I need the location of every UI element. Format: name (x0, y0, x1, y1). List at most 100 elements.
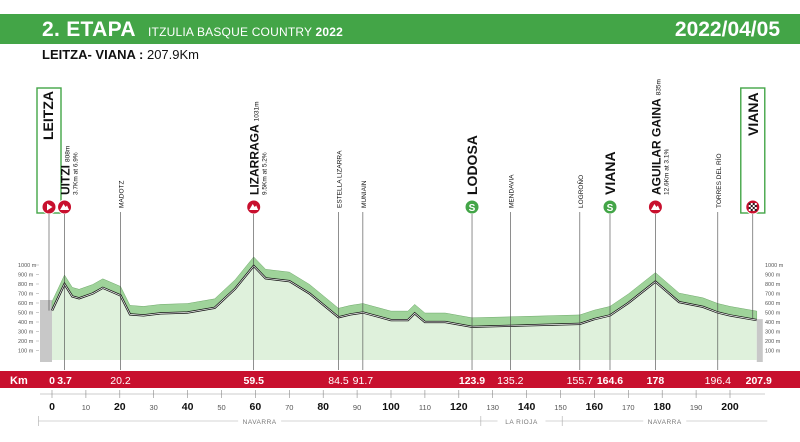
race-title: ITZULIA BASQUE COUNTRY (148, 25, 312, 39)
race-year: 2022 (315, 25, 344, 39)
x-tick-label: 120 (450, 401, 468, 413)
checker-cell (750, 205, 753, 207)
start-km-label: 0 (49, 375, 55, 387)
elevation-tick-right: 100 m (765, 349, 781, 355)
play-glyph (47, 203, 53, 211)
km-bar-label: Km (10, 375, 28, 387)
stage-date: 2022/04/05 (674, 18, 780, 41)
elevation-tick-right: 800 m (765, 282, 781, 288)
x-tick-label: 100 (382, 401, 400, 413)
x-tick-label: 30 (150, 403, 158, 412)
x-tick-label: 190 (690, 403, 703, 412)
elevation-tick-left: 900 m (18, 273, 34, 279)
profile-line-highlight (51, 265, 757, 328)
waypoint-name: AGUILAR GAINA (649, 98, 663, 195)
elevation-tick-right: 300 m (765, 330, 781, 336)
finish-km-label: 207.9 (746, 375, 772, 387)
waypoint-km-label: 3.7 (57, 375, 72, 387)
x-tick-label: 0 (49, 401, 55, 413)
waypoint-name: MENDAVIA (508, 174, 515, 208)
finish-grey-bar (756, 319, 763, 362)
checker-cell (752, 205, 755, 207)
climb-altitude: 808m (65, 146, 72, 162)
waypoint-name: ESTELLA LIZARRA (336, 150, 343, 208)
elevation-tick-left: 500 m (18, 311, 34, 317)
waypoint-km-label: 178 (647, 375, 665, 387)
waypoint-km-label: 84.5 (328, 375, 349, 387)
region-label-bg (497, 416, 546, 426)
x-tick-label: 70 (285, 403, 293, 412)
waypoint-name: VIANA (602, 151, 618, 195)
elevation-tick-left: 200 m (18, 339, 34, 345)
start-frame (36, 87, 62, 214)
region-label-bg (238, 416, 282, 426)
elevation-tick-left: 1000 m (18, 263, 37, 269)
waypoint-name: TORRES DEL RÍO (714, 153, 723, 208)
elevation-tick-right: 500 m (765, 311, 781, 317)
x-tick-label: 90 (353, 403, 361, 412)
elevation-tick-left: 700 m (18, 292, 34, 298)
checker-cell (750, 207, 753, 209)
x-tick-label: 160 (586, 401, 604, 413)
start-name: LEITZA (40, 91, 56, 140)
waypoint-km-label: 196.4 (705, 375, 731, 387)
elevation-tick-left: 300 m (18, 330, 34, 336)
checker-cell (748, 209, 751, 211)
climb-gradient: 12.6Km at 3.1% (663, 149, 670, 195)
elevation-tick-left: 400 m (18, 320, 34, 326)
waypoint-km-label: 59.5 (243, 375, 264, 387)
checker-cell (754, 203, 757, 205)
x-tick-label: 20 (114, 401, 126, 413)
race-name: ITZULIA BASQUE COUNTRY 2022 (148, 25, 343, 39)
route-summary: LEITZA- VIANA : 207.9Km (42, 47, 199, 62)
waypoint-km-label: 91.7 (353, 375, 374, 387)
checker-cell (754, 205, 757, 207)
route-name: LEITZA- VIANA : (42, 47, 144, 62)
checker-cell (748, 205, 751, 207)
mountain-glyph (249, 204, 259, 210)
waypoint-name: UITZI (59, 165, 73, 195)
finish-name: VIANA (745, 92, 761, 136)
region-label: LA RIOJA (505, 419, 538, 426)
route-distance: 207.9Km (146, 47, 200, 62)
x-tick-label: 60 (250, 401, 262, 413)
waypoint-km-label: 20.2 (110, 375, 131, 387)
checker-cell (750, 209, 753, 211)
checkered-glyph (748, 203, 757, 211)
waypoint-km-label: 123.9 (459, 375, 485, 387)
checker-cell (754, 207, 757, 209)
checker-cell (752, 207, 755, 209)
checker-cell (754, 209, 757, 211)
header-bar: 2. ETAPA ITZULIA BASQUE COUNTRY 2022 202… (0, 14, 800, 44)
x-tick-label: 150 (554, 403, 567, 412)
climb-gradient: 9.5Km at 5.2% (262, 152, 269, 195)
waypoint-km-label: 164.6 (597, 375, 623, 387)
climb-altitude: 835m (655, 79, 662, 95)
region-label: NAVARRA (243, 419, 277, 426)
region-label: NAVARRA (648, 419, 682, 426)
x-tick-label: 110 (419, 403, 431, 412)
km-bar (0, 371, 800, 388)
checker-cell (750, 203, 753, 205)
x-tick-label: 200 (721, 401, 739, 413)
x-tick-label: 80 (317, 401, 329, 413)
start-grey-bar (40, 300, 52, 362)
elevation-tick-right: 600 m (765, 301, 781, 307)
waypoint-km-label: 155.7 (567, 375, 593, 387)
elevation-tick-right: 200 m (765, 339, 781, 345)
sprint-letter: S (607, 203, 614, 214)
elevation-tick-left: 800 m (18, 282, 34, 288)
waypoint-name: MUNIAIN (361, 180, 368, 208)
waypoint-name: MADOTZ (118, 181, 125, 208)
x-tick-label: 130 (486, 403, 499, 412)
sprint-letter: S (469, 203, 476, 214)
elevation-tick-right: 900 m (765, 273, 781, 279)
profile-area (52, 265, 757, 360)
elevation-tick-left: 600 m (18, 301, 34, 307)
elevation-tick-left: 100 m (18, 349, 34, 355)
elevation-tick-right: 400 m (765, 320, 781, 326)
elevation-tick-right: 700 m (765, 292, 781, 298)
climb-altitude: 1031m (254, 101, 261, 121)
climb-gradient: 3.7Km at 6.9% (73, 152, 80, 195)
waypoint-name: LIZARRAGA (248, 124, 262, 195)
